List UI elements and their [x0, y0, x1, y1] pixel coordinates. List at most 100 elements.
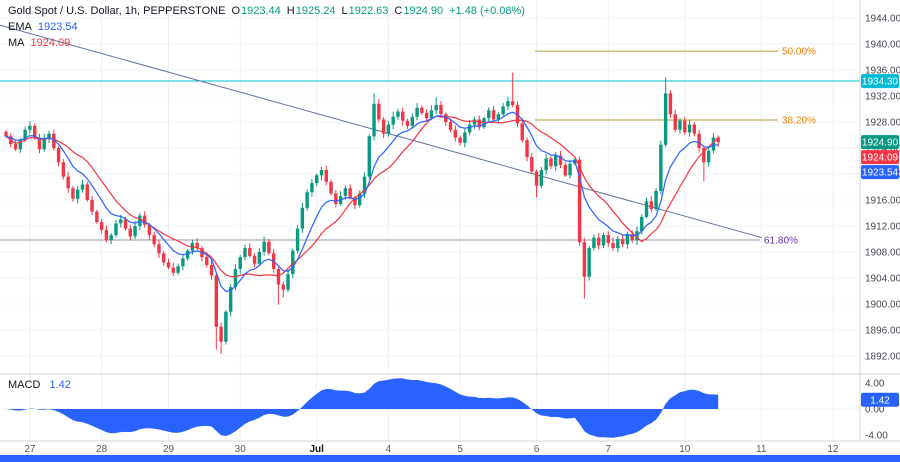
price-badge — [861, 150, 899, 165]
ohlc-high: H 1925.24 — [286, 5, 336, 17]
candle-body — [568, 163, 572, 176]
bottom-accent-bar[interactable] — [0, 455, 900, 462]
candle-body — [99, 222, 104, 230]
candle-body — [319, 170, 324, 176]
ema-line — [5, 111, 719, 293]
price-tick-label: 1904.00 — [865, 274, 900, 285]
candle-body — [463, 132, 467, 143]
candle-body — [52, 133, 56, 148]
candle-body — [630, 233, 634, 241]
candle-body — [18, 140, 23, 150]
candle-body — [315, 175, 319, 184]
price-badge-text: 1924.09 — [862, 153, 899, 164]
macd-value: 1.42 — [49, 379, 71, 391]
candle-body — [424, 112, 429, 119]
macd-area — [6, 378, 719, 438]
candle-body — [520, 123, 524, 141]
candle-body — [28, 125, 32, 130]
candle-body — [219, 326, 223, 342]
candle-body — [233, 268, 238, 288]
candle-body — [90, 200, 94, 212]
candle-body — [477, 119, 481, 128]
candle-body — [42, 138, 46, 150]
candle-body — [405, 120, 410, 126]
price-tick-label: 1916.00 — [865, 196, 900, 207]
ma-label: MA — [8, 37, 25, 49]
candle-body — [205, 257, 209, 265]
price-badge — [861, 135, 899, 150]
candle-body — [243, 248, 247, 258]
candle-body — [429, 110, 434, 119]
candle-body — [530, 157, 534, 172]
price-tick-label: 1908.00 — [865, 248, 900, 259]
candle-body — [276, 268, 281, 285]
candle-body — [410, 116, 414, 126]
ma-value: 1924.09 — [30, 37, 71, 49]
candle-body — [549, 158, 553, 167]
candle-body — [228, 287, 233, 312]
candle-body — [37, 137, 42, 150]
candle-body — [343, 188, 348, 197]
candle-body — [635, 231, 639, 241]
price-badge-text: 1934.30 — [862, 77, 899, 88]
candle-body — [152, 235, 156, 245]
candle-body — [214, 275, 219, 327]
time-tick-label: 28 — [96, 444, 108, 455]
candle-body — [391, 116, 395, 125]
candle-body — [372, 103, 376, 137]
candle-body — [295, 228, 300, 251]
ohlc-close: C 1924.90 — [394, 5, 444, 17]
candle-body — [85, 184, 89, 200]
candle-body — [4, 131, 8, 137]
time-tick-label: 5 — [457, 444, 463, 455]
candle-body — [334, 193, 338, 204]
candle-body — [286, 274, 290, 290]
candle-body — [176, 266, 180, 273]
candle-body — [47, 133, 51, 139]
candle-body — [13, 144, 18, 150]
candle-body — [95, 211, 99, 223]
candle-body — [358, 193, 362, 206]
candle-body — [300, 207, 305, 229]
time-tick-label: 11 — [756, 444, 767, 455]
macd-legend-row[interactable]: MACD 1.42 — [8, 379, 71, 391]
candle-body — [692, 124, 697, 134]
candle-body — [386, 124, 391, 134]
candle-body — [491, 110, 496, 120]
candle-body — [510, 101, 515, 106]
macd-badge-text: 1.42 — [870, 395, 890, 406]
candle-body — [716, 137, 720, 143]
candle-body — [119, 219, 123, 224]
ma-line — [5, 115, 719, 278]
price-badge-text: 1924.90 — [862, 138, 899, 149]
candle-body — [668, 93, 673, 115]
macd-tick-label: -4.00 — [865, 431, 888, 442]
candle-body — [195, 242, 199, 249]
candle-body — [620, 239, 625, 245]
candle-body — [644, 201, 649, 217]
ema-label: EMA — [8, 21, 32, 33]
candle-body — [142, 215, 147, 225]
candle-body — [640, 216, 644, 232]
price-badge — [861, 165, 899, 180]
candle-body — [248, 248, 252, 256]
candle-body — [711, 137, 716, 151]
ema-legend-row[interactable]: EMA 1923.54 — [8, 19, 525, 35]
ma-legend-row[interactable]: MA 1924.09 — [8, 35, 525, 51]
candle-body — [128, 228, 132, 237]
candle-body — [601, 235, 606, 246]
candle-body — [133, 226, 137, 237]
candle-body — [663, 93, 668, 145]
price-badge — [861, 74, 899, 89]
candle-body — [525, 140, 529, 158]
time-tick-label: 10 — [679, 444, 691, 455]
symbol-title[interactable]: Gold Spot / U.S. Dollar, 1h, PEPPERSTONE — [8, 5, 226, 17]
candle-body — [396, 111, 400, 117]
candle-body — [109, 235, 113, 241]
candle-body — [554, 155, 558, 167]
candle-body — [592, 237, 596, 249]
candle-body — [683, 120, 687, 133]
candle-body — [162, 253, 166, 263]
macd-badge — [861, 392, 899, 407]
